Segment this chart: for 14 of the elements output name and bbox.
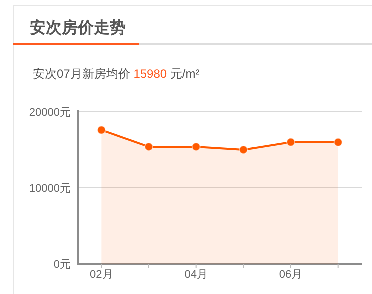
point [286, 138, 296, 147]
y-tick-label: 10000元 [29, 183, 71, 195]
point [144, 142, 154, 152]
x-tick-label: 02月 [90, 269, 114, 281]
y-tick-label: 0元 [54, 259, 71, 271]
y-tick-label: 20000元 [29, 107, 71, 119]
point [97, 126, 106, 135]
x-tick-label: 04月 [184, 269, 208, 281]
x-tick-label: 06月 [279, 269, 303, 281]
chart-subtitle: 安次07月新房均价 15980 元/m² [33, 67, 200, 81]
point [192, 142, 201, 152]
point [239, 146, 248, 154]
point [334, 138, 343, 148]
chart-title: 安次房价走势 [30, 18, 126, 37]
